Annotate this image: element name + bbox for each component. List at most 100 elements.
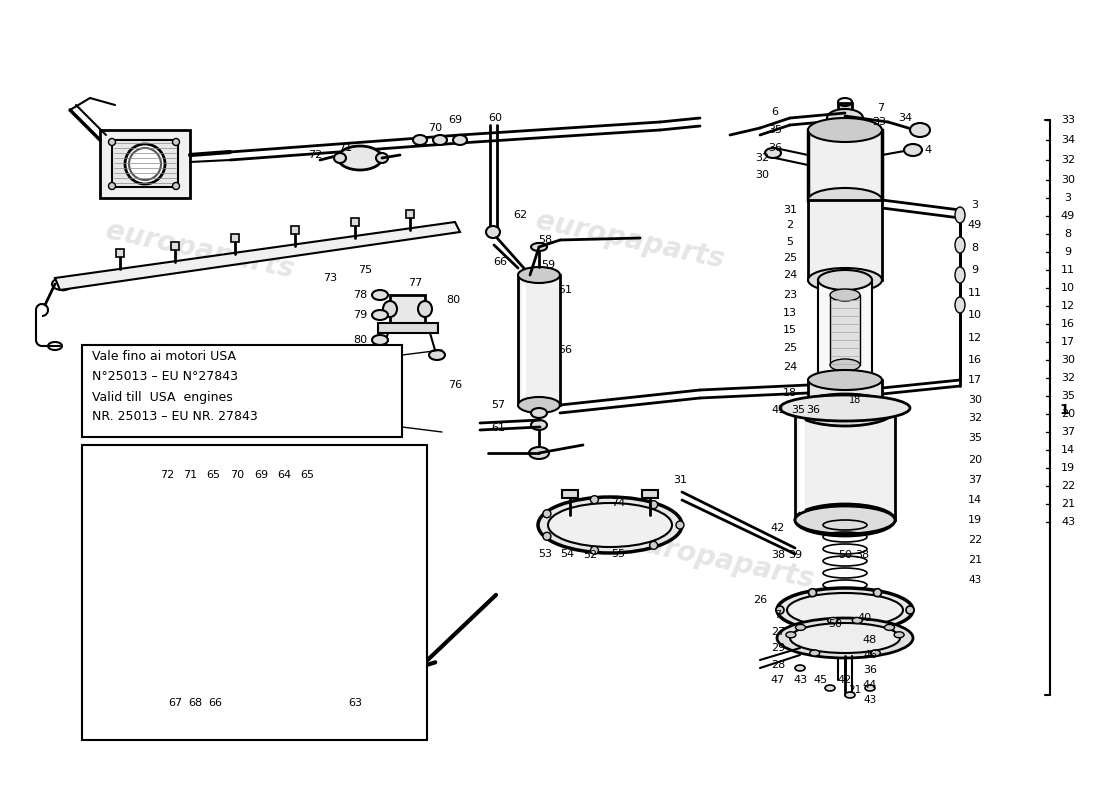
Text: 32: 32 <box>968 413 982 423</box>
Bar <box>808 380 882 410</box>
Ellipse shape <box>433 135 447 145</box>
Text: 47: 47 <box>771 675 785 685</box>
Ellipse shape <box>429 350 446 360</box>
Ellipse shape <box>345 491 363 503</box>
Text: 53: 53 <box>538 549 552 559</box>
Circle shape <box>650 501 658 509</box>
Text: 63: 63 <box>348 698 362 708</box>
Text: 33: 33 <box>872 117 886 127</box>
Text: 3: 3 <box>1065 193 1071 203</box>
Ellipse shape <box>383 301 397 317</box>
Ellipse shape <box>870 650 880 656</box>
Text: 3: 3 <box>971 200 979 210</box>
Text: 28: 28 <box>771 660 785 670</box>
Bar <box>82 345 402 437</box>
Text: 43: 43 <box>864 695 877 705</box>
Text: 68: 68 <box>188 698 202 708</box>
Text: Valid till  USA  engines: Valid till USA engines <box>92 390 233 403</box>
Text: 70: 70 <box>428 123 442 133</box>
Text: NR. 25013 – EU NR. 27843: NR. 25013 – EU NR. 27843 <box>92 410 257 423</box>
Text: 29: 29 <box>771 643 785 653</box>
Text: 25: 25 <box>783 253 798 263</box>
Text: 66: 66 <box>493 257 507 267</box>
Text: 75: 75 <box>358 265 372 275</box>
Text: 8: 8 <box>971 243 979 253</box>
Circle shape <box>591 546 598 554</box>
Circle shape <box>543 510 551 518</box>
Bar <box>212 500 242 560</box>
Text: 11: 11 <box>968 288 982 298</box>
Ellipse shape <box>852 618 862 623</box>
Text: 2: 2 <box>786 220 793 230</box>
Ellipse shape <box>955 237 965 253</box>
Ellipse shape <box>790 623 900 653</box>
Text: 10: 10 <box>1062 283 1075 293</box>
Text: 30: 30 <box>968 395 982 405</box>
Ellipse shape <box>185 485 209 501</box>
Text: 9: 9 <box>971 265 979 275</box>
Ellipse shape <box>818 270 872 290</box>
Ellipse shape <box>373 350 389 360</box>
Text: 41: 41 <box>771 405 785 415</box>
Text: 71: 71 <box>338 143 352 153</box>
Text: 72: 72 <box>308 150 322 160</box>
Text: 42: 42 <box>838 675 853 685</box>
Ellipse shape <box>894 632 904 638</box>
Text: 59: 59 <box>541 260 556 270</box>
Text: 43: 43 <box>968 575 981 585</box>
Text: 1: 1 <box>1059 403 1069 417</box>
Circle shape <box>873 623 881 631</box>
Text: 57: 57 <box>491 400 505 410</box>
Text: 60: 60 <box>488 113 502 123</box>
Text: 21: 21 <box>1060 499 1075 509</box>
Text: 13: 13 <box>783 308 798 318</box>
Ellipse shape <box>884 625 894 630</box>
Text: 10: 10 <box>968 310 982 320</box>
Text: 24: 24 <box>783 270 798 280</box>
Text: 52: 52 <box>583 550 597 560</box>
Text: 32: 32 <box>755 153 769 163</box>
Ellipse shape <box>830 359 860 371</box>
Text: 43: 43 <box>1060 517 1075 527</box>
Ellipse shape <box>531 408 547 418</box>
Circle shape <box>776 606 784 614</box>
Ellipse shape <box>531 243 547 251</box>
Ellipse shape <box>830 289 860 301</box>
Text: 78: 78 <box>353 290 367 300</box>
Text: 22: 22 <box>968 535 982 545</box>
Bar <box>231 234 239 242</box>
Text: 56: 56 <box>558 345 572 355</box>
Text: 11: 11 <box>1062 265 1075 275</box>
Ellipse shape <box>548 503 672 547</box>
Text: 67: 67 <box>168 698 183 708</box>
Ellipse shape <box>529 447 549 459</box>
Text: 8: 8 <box>1065 229 1071 239</box>
Text: 39: 39 <box>788 550 802 560</box>
Text: 44: 44 <box>862 680 877 690</box>
Ellipse shape <box>808 118 882 142</box>
Text: 23: 23 <box>783 290 798 300</box>
Text: 80: 80 <box>446 295 460 305</box>
Text: europaparts: europaparts <box>103 526 297 594</box>
Text: 46: 46 <box>862 650 877 660</box>
Bar <box>116 250 124 258</box>
Text: 9: 9 <box>1065 247 1071 257</box>
Bar <box>808 130 882 200</box>
Text: 49: 49 <box>1060 211 1075 221</box>
Ellipse shape <box>538 497 682 553</box>
Ellipse shape <box>372 290 388 300</box>
Text: 66: 66 <box>208 698 222 708</box>
Circle shape <box>650 542 658 550</box>
Text: 26: 26 <box>752 595 767 605</box>
Text: 16: 16 <box>1062 319 1075 329</box>
Text: 12: 12 <box>1060 301 1075 311</box>
Text: 5: 5 <box>786 237 793 247</box>
Ellipse shape <box>910 123 930 137</box>
Text: 65: 65 <box>206 470 220 480</box>
Text: N°25013 – EU N°27843: N°25013 – EU N°27843 <box>92 370 238 383</box>
Text: 31: 31 <box>673 475 688 485</box>
Text: 76: 76 <box>448 380 462 390</box>
Ellipse shape <box>955 207 965 223</box>
Ellipse shape <box>372 310 388 320</box>
Text: 35: 35 <box>791 405 805 415</box>
